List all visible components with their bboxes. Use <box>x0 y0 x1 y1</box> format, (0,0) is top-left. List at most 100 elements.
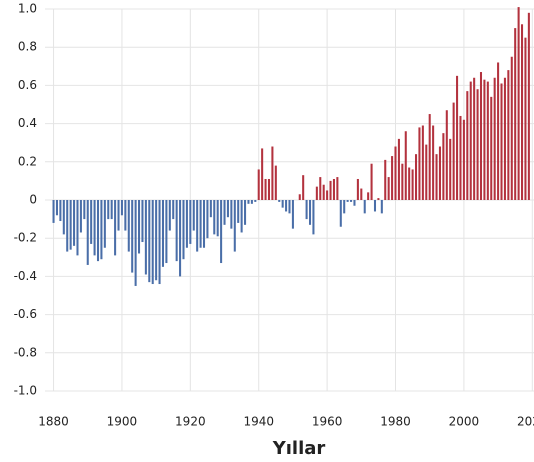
bar <box>73 200 76 246</box>
bar <box>220 200 223 264</box>
y-tick-label: 1.0 <box>18 2 37 16</box>
bar <box>490 96 493 200</box>
bar <box>55 200 58 216</box>
bar <box>158 200 161 285</box>
y-tick-label: 0 <box>29 193 37 207</box>
bar <box>339 200 342 227</box>
bar <box>141 200 144 243</box>
bar <box>52 200 55 223</box>
bar <box>510 56 513 200</box>
bar <box>127 200 130 252</box>
bar <box>517 7 520 201</box>
bar <box>391 156 394 200</box>
bar <box>315 186 318 200</box>
bar <box>155 200 158 281</box>
bar <box>497 62 500 201</box>
bar <box>93 200 96 256</box>
bar <box>298 194 301 200</box>
bar <box>278 200 281 202</box>
bar <box>138 200 141 254</box>
bar <box>438 146 441 200</box>
bar <box>432 125 435 200</box>
x-tick-label: 2000 <box>449 415 480 429</box>
x-tick-label: 1920 <box>175 415 206 429</box>
bar <box>353 200 356 206</box>
bar <box>360 188 363 200</box>
bar <box>363 200 366 214</box>
bar <box>493 77 496 200</box>
bar <box>83 200 86 220</box>
x-tick-label: 1980 <box>380 415 411 429</box>
bar <box>336 177 339 200</box>
bar <box>199 200 202 248</box>
bar <box>209 200 212 218</box>
bar <box>435 154 438 200</box>
bar <box>479 72 483 200</box>
bar <box>226 200 229 218</box>
bar <box>151 200 154 285</box>
bar <box>285 200 288 212</box>
x-axis-title: Yıllar <box>272 438 326 459</box>
bar <box>257 169 260 200</box>
bar <box>384 159 387 200</box>
bar <box>79 200 82 233</box>
bar <box>240 200 243 233</box>
bar <box>233 200 236 252</box>
y-tick-label: 0.8 <box>18 40 37 54</box>
bar <box>459 115 462 200</box>
bar <box>96 200 100 262</box>
bar <box>271 146 274 200</box>
bar <box>250 200 253 204</box>
bar <box>124 200 127 231</box>
bar <box>120 200 123 216</box>
bar <box>175 200 178 262</box>
bar <box>110 200 113 220</box>
bar <box>213 200 216 235</box>
bar <box>350 200 353 202</box>
bar <box>367 192 370 200</box>
bar <box>168 200 171 231</box>
bar <box>312 200 315 235</box>
bar <box>134 200 137 286</box>
bar <box>114 200 117 256</box>
bar <box>244 200 247 225</box>
bar <box>452 102 455 200</box>
bar <box>90 200 93 244</box>
bar <box>202 200 206 248</box>
bar <box>370 163 373 200</box>
bar <box>500 83 503 200</box>
bar <box>103 200 106 248</box>
bar <box>274 165 277 200</box>
bar <box>476 89 479 200</box>
y-tick-label: -0.2 <box>14 231 37 245</box>
bar <box>326 190 329 200</box>
bar <box>144 200 147 275</box>
bar <box>373 200 377 212</box>
bar <box>165 200 168 264</box>
bar <box>466 91 469 200</box>
bar <box>302 175 305 200</box>
bar <box>332 178 335 200</box>
bar <box>230 200 233 229</box>
y-tick-label: -0.4 <box>14 269 37 283</box>
bar <box>329 180 332 200</box>
bar <box>380 200 383 214</box>
bar <box>521 24 524 201</box>
bar <box>117 200 120 231</box>
bar <box>254 200 257 202</box>
bar <box>172 200 175 220</box>
bar <box>161 200 165 267</box>
bar <box>322 184 325 200</box>
y-tick-label: 0.2 <box>18 154 37 168</box>
bar <box>196 200 199 252</box>
bar <box>414 154 418 200</box>
bar <box>261 148 264 200</box>
bar <box>527 12 530 200</box>
bar <box>216 200 219 237</box>
bar <box>449 138 452 200</box>
y-tick-label: -1.0 <box>14 384 37 398</box>
bar <box>401 163 404 200</box>
bar <box>223 200 226 225</box>
bar <box>408 167 411 200</box>
